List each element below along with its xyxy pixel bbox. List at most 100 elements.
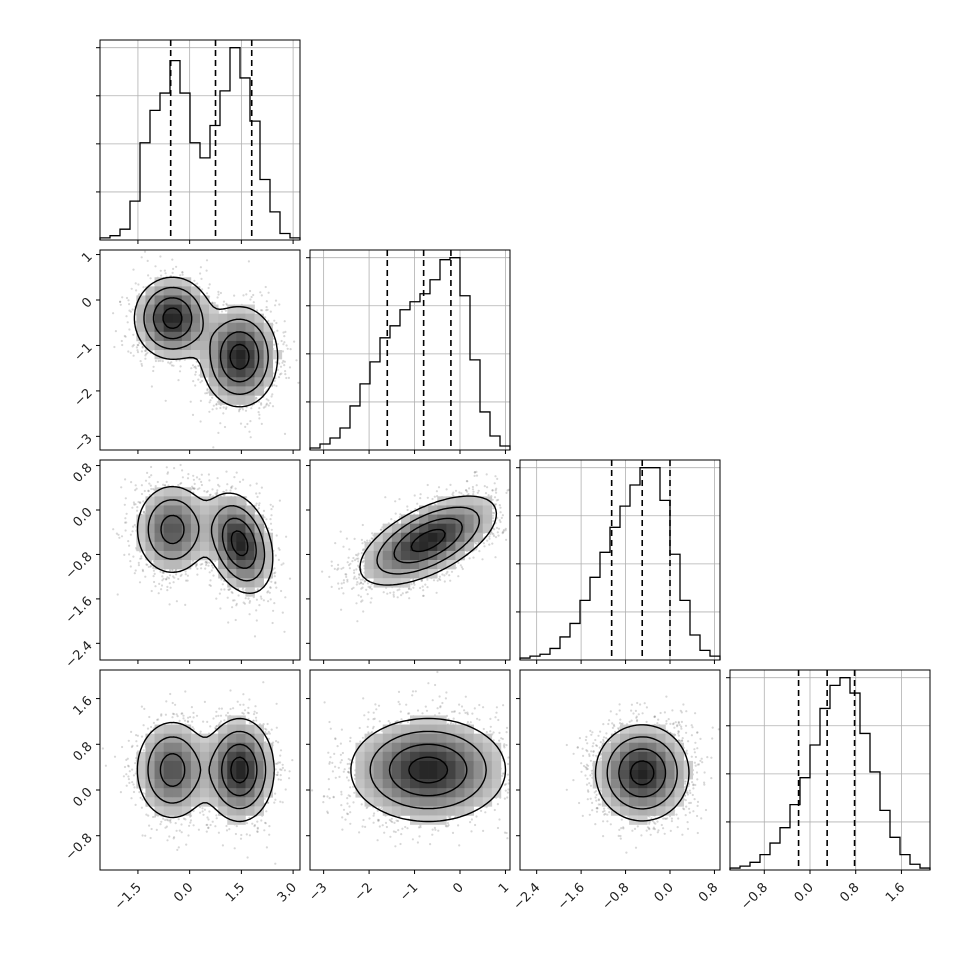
scatter-point	[136, 349, 139, 352]
scatter-point	[249, 298, 252, 301]
scatter-point	[112, 312, 115, 315]
scatter-point	[184, 570, 187, 573]
scatter-point	[211, 566, 215, 569]
scatter-point	[141, 346, 144, 349]
scatter-point	[123, 334, 126, 338]
contour-3	[133, 276, 279, 408]
scatter-point	[226, 596, 229, 599]
scatter-point	[208, 493, 212, 497]
scatter-point	[264, 405, 267, 408]
scatter-point	[143, 512, 146, 516]
scatter-point	[135, 487, 138, 490]
scatter-point	[269, 503, 272, 506]
scatter-point	[224, 407, 228, 410]
density-cell	[200, 304, 210, 314]
scatter-point	[249, 289, 252, 293]
scatter-point	[258, 502, 261, 505]
scatter-point	[275, 384, 278, 388]
scatter-point	[285, 376, 288, 380]
density-cell	[236, 386, 246, 396]
scatter-point	[239, 422, 243, 425]
density-cell	[218, 377, 228, 387]
scatter-point	[203, 490, 206, 493]
density-cell	[181, 350, 192, 360]
density-cell	[200, 313, 210, 324]
scatter-point	[283, 341, 286, 344]
scatter-point	[195, 563, 198, 567]
scatter-point	[270, 514, 273, 517]
density-cell	[209, 313, 219, 324]
scatter-point	[215, 402, 218, 406]
scatter-point	[191, 485, 194, 488]
histogram-1	[309, 257, 511, 450]
scatter-point	[270, 528, 273, 531]
scatter-point	[283, 360, 286, 363]
density-cell	[145, 322, 155, 333]
scatter-point	[164, 484, 167, 487]
density-cell	[254, 322, 264, 333]
density-cell	[181, 313, 192, 324]
scatter-point	[245, 293, 248, 296]
density-cell	[245, 368, 255, 378]
scatter-point	[211, 408, 214, 411]
scatter-point	[162, 483, 165, 486]
scatter-point	[200, 379, 204, 382]
scatter-point	[288, 577, 292, 580]
density-cell	[190, 286, 201, 296]
scatter-point	[123, 553, 126, 557]
scatter-point	[198, 478, 201, 481]
scatter-point	[150, 487, 153, 491]
scatter-point	[282, 343, 285, 346]
density-cell	[209, 322, 219, 333]
scatter-point	[136, 506, 139, 509]
scatter-point	[267, 291, 270, 294]
density-cell	[172, 350, 183, 360]
scatter-point	[161, 571, 164, 574]
scatter-point	[200, 480, 203, 483]
scatter-point	[192, 380, 195, 383]
scatter-point	[205, 269, 208, 272]
scatter-point	[256, 495, 259, 498]
histogram-0	[99, 47, 301, 240]
density-cell	[136, 304, 146, 314]
scatter-point	[273, 575, 276, 578]
scatter-point	[170, 364, 173, 367]
scatter-point	[181, 476, 184, 479]
scatter-point	[177, 379, 180, 382]
scatter-point	[255, 502, 258, 505]
density-cell	[190, 350, 201, 360]
scatter-point	[270, 508, 273, 511]
scatter-point	[271, 393, 274, 396]
scatter-point	[123, 503, 126, 506]
scatter-point	[242, 478, 245, 481]
density-cell	[154, 322, 164, 333]
scatter-point	[265, 309, 268, 312]
scatter-point	[219, 607, 222, 610]
scatter-point	[205, 259, 209, 262]
scatter-point	[231, 485, 234, 488]
scatter-point	[205, 491, 208, 494]
scatter-point	[152, 365, 155, 368]
scatter-panel-0-1-frame	[99, 249, 301, 451]
scatter-point	[274, 571, 277, 574]
density-cell	[181, 331, 192, 342]
scatter-point	[212, 446, 215, 449]
scatter-point	[160, 274, 163, 277]
scatter-point	[263, 530, 266, 533]
scatter-point	[275, 534, 278, 537]
scatter-point	[265, 398, 268, 401]
scatter-point	[207, 379, 210, 382]
scatter-point	[128, 309, 131, 312]
scatter-point	[220, 588, 223, 591]
density-cell	[172, 277, 183, 287]
density-cell	[136, 322, 146, 333]
scatter-point	[274, 554, 277, 557]
scatter-point	[133, 503, 136, 506]
scatter-point	[229, 587, 232, 591]
scatter-point	[267, 319, 270, 322]
density-cell	[245, 395, 255, 405]
density-cell	[145, 313, 155, 324]
scatter-point	[273, 567, 276, 570]
scatter-point	[132, 525, 135, 528]
scatter-point	[225, 489, 228, 492]
